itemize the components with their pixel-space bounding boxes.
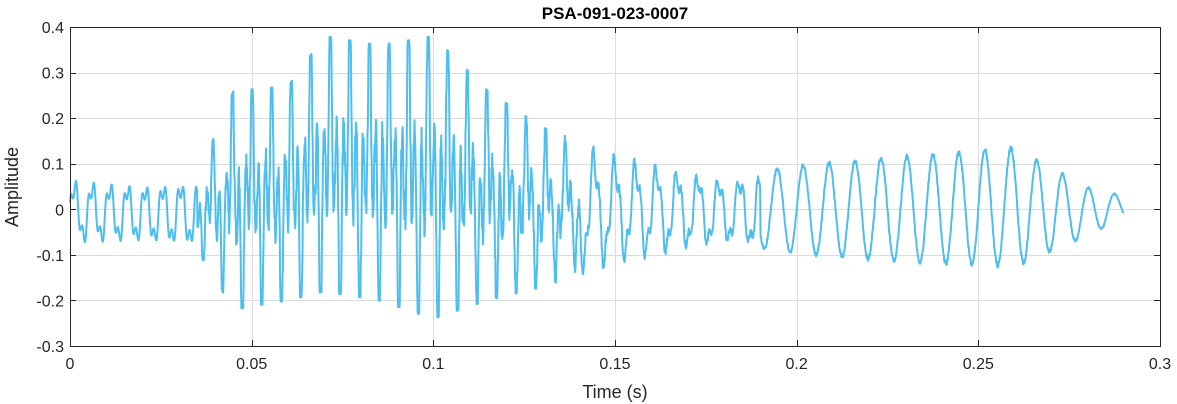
y-tick-label: 0.3 xyxy=(42,66,64,83)
x-tick-label: 0.2 xyxy=(786,356,808,373)
y-tick-label: -0.3 xyxy=(36,339,64,356)
ticks: 0 0.05 0.1 0.15 0.2 0.25 0.3 -0.3 -0.2 -0.1 0 0.1 0.… xyxy=(36,20,1171,373)
y-tick-label: -0.1 xyxy=(36,248,64,265)
x-tick-label: 0 xyxy=(66,356,75,373)
x-tick-label: 0.3 xyxy=(1149,356,1171,373)
x-tick-label: 0.05 xyxy=(236,356,267,373)
chart-title: PSA-091-023-0007 xyxy=(542,4,688,23)
y-tick-label: 0.1 xyxy=(42,157,64,174)
y-axis-label: Amplitude xyxy=(2,147,22,227)
series-layer xyxy=(69,35,1125,319)
waveform-series-line xyxy=(69,35,1125,319)
x-tick-label: 0.15 xyxy=(599,356,630,373)
grid xyxy=(70,27,1160,346)
x-axis-label: Time (s) xyxy=(582,382,647,402)
y-tick-label: 0 xyxy=(55,202,64,219)
y-tick-label: 0.4 xyxy=(42,20,64,37)
x-tick-label: 0.1 xyxy=(422,356,444,373)
y-tick-label: 0.2 xyxy=(42,111,64,128)
y-tick-label: -0.2 xyxy=(36,293,64,310)
x-tick-label: 0.25 xyxy=(963,356,994,373)
